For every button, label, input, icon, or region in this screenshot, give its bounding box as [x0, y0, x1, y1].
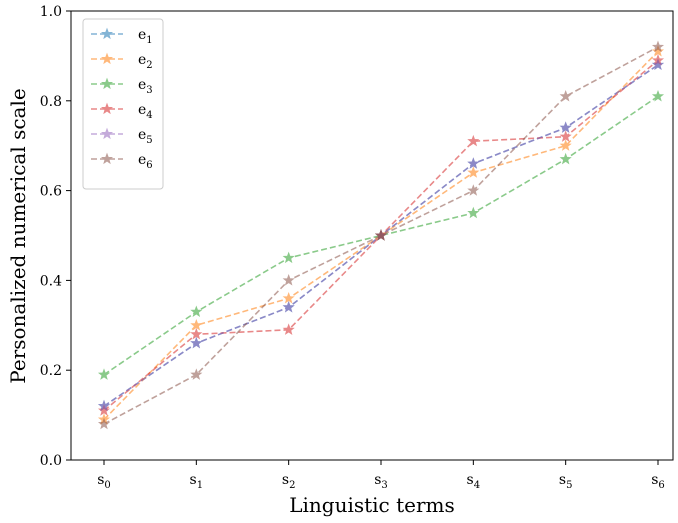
data-point	[282, 323, 295, 335]
y-tick-label: 1.0	[40, 4, 62, 20]
x-tick-label: s5	[559, 472, 573, 491]
data-point	[190, 305, 203, 317]
legend: e1 e2 e3 e4 e5 e6	[82, 18, 164, 190]
y-tick-label: 0.2	[40, 363, 62, 379]
x-tick-label: s3	[374, 472, 388, 491]
legend-label: e3	[138, 77, 153, 96]
data-point	[559, 152, 572, 165]
y-tick-label: 0.6	[40, 184, 62, 200]
data-point	[97, 404, 111, 416]
y-tick-label: 0.0	[40, 453, 62, 469]
data-point	[282, 251, 295, 264]
series-e6	[97, 40, 665, 430]
plot-area-frame	[70, 10, 674, 461]
data-point	[190, 327, 203, 340]
data-point	[282, 292, 295, 304]
x-axis: s0 s1 s2 s3 s4 s5 s6	[97, 460, 665, 491]
x-axis-label: Linguistic terms	[289, 493, 455, 517]
legend-swatch	[91, 102, 123, 115]
legend-item: e6	[91, 152, 153, 171]
x-tick-label: s4	[467, 472, 481, 491]
legend-item: e1	[91, 27, 153, 46]
data-point	[651, 40, 665, 53]
data-point	[559, 121, 572, 133]
legend-item: e3	[91, 77, 153, 96]
data-point	[467, 184, 480, 196]
y-axis: 0.0 0.2 0.4 0.6 0.8 1.0	[40, 4, 71, 469]
legend-swatch	[91, 27, 123, 40]
legend-swatch	[91, 152, 123, 165]
data-point	[374, 229, 388, 241]
legend-item: e4	[91, 102, 153, 121]
y-axis-label: Personalized numerical scale	[6, 88, 30, 383]
data-point	[97, 417, 111, 430]
data-point	[190, 336, 203, 349]
legend-item: e2	[91, 52, 153, 71]
data-point	[282, 300, 295, 313]
legend-label: e1	[138, 27, 153, 46]
x-tick-label: s2	[282, 472, 296, 491]
data-point	[190, 368, 203, 380]
legend-swatch	[91, 127, 123, 140]
legend-swatch	[91, 77, 123, 90]
legend-label: e6	[138, 152, 153, 171]
x-tick-label: s6	[651, 472, 665, 491]
data-point	[467, 206, 480, 219]
data-point	[651, 89, 665, 102]
data-point	[559, 130, 572, 142]
data-point	[467, 157, 480, 169]
data-point	[559, 89, 572, 102]
data-point	[467, 166, 480, 178]
legend-label: e5	[138, 127, 153, 146]
y-tick-label: 0.4	[40, 273, 62, 289]
legend-swatch	[91, 52, 123, 65]
data-point	[97, 399, 111, 412]
data-point	[282, 274, 295, 286]
legend-frame	[82, 18, 164, 190]
y-tick-label: 0.8	[40, 94, 62, 110]
data-point	[651, 45, 665, 57]
data-point	[97, 368, 111, 380]
x-tick-label: s1	[190, 472, 204, 491]
data-point	[467, 134, 480, 147]
legend-item: e5	[91, 127, 153, 146]
data-point	[651, 58, 665, 71]
series-layer	[97, 40, 665, 430]
legend-label: e2	[138, 52, 153, 71]
data-point	[559, 139, 572, 151]
legend-label: e4	[138, 102, 153, 121]
data-point	[190, 318, 203, 331]
x-tick-label: s0	[97, 472, 111, 491]
